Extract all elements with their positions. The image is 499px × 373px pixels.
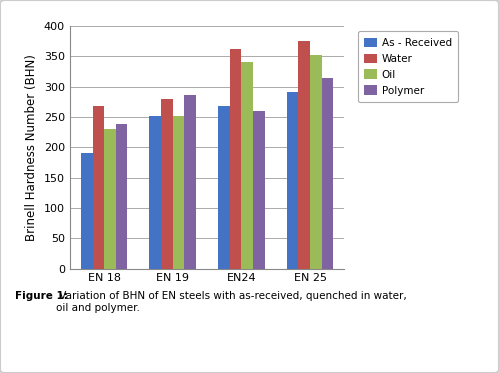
Bar	[161, 99, 173, 269]
Bar	[242, 62, 253, 269]
Bar	[104, 129, 116, 269]
Bar	[253, 111, 264, 269]
Text: Figure 1:: Figure 1:	[15, 291, 68, 301]
Bar	[81, 153, 92, 269]
Bar	[185, 95, 196, 269]
Text: Variation of BHN of EN steels with as-received, quenched in water,
oil and polym: Variation of BHN of EN steels with as-re…	[56, 291, 407, 313]
Y-axis label: Brinell Hardness Number (BHN): Brinell Hardness Number (BHN)	[25, 54, 38, 241]
Bar	[173, 116, 185, 269]
Bar	[286, 92, 298, 269]
Bar	[218, 106, 230, 269]
Bar	[322, 78, 333, 269]
Bar	[116, 124, 128, 269]
Bar	[150, 116, 161, 269]
Bar	[310, 55, 322, 269]
Legend: As - Received, Water, Oil, Polymer: As - Received, Water, Oil, Polymer	[358, 31, 458, 102]
Bar	[92, 106, 104, 269]
Bar	[298, 41, 310, 269]
Bar	[230, 49, 242, 269]
